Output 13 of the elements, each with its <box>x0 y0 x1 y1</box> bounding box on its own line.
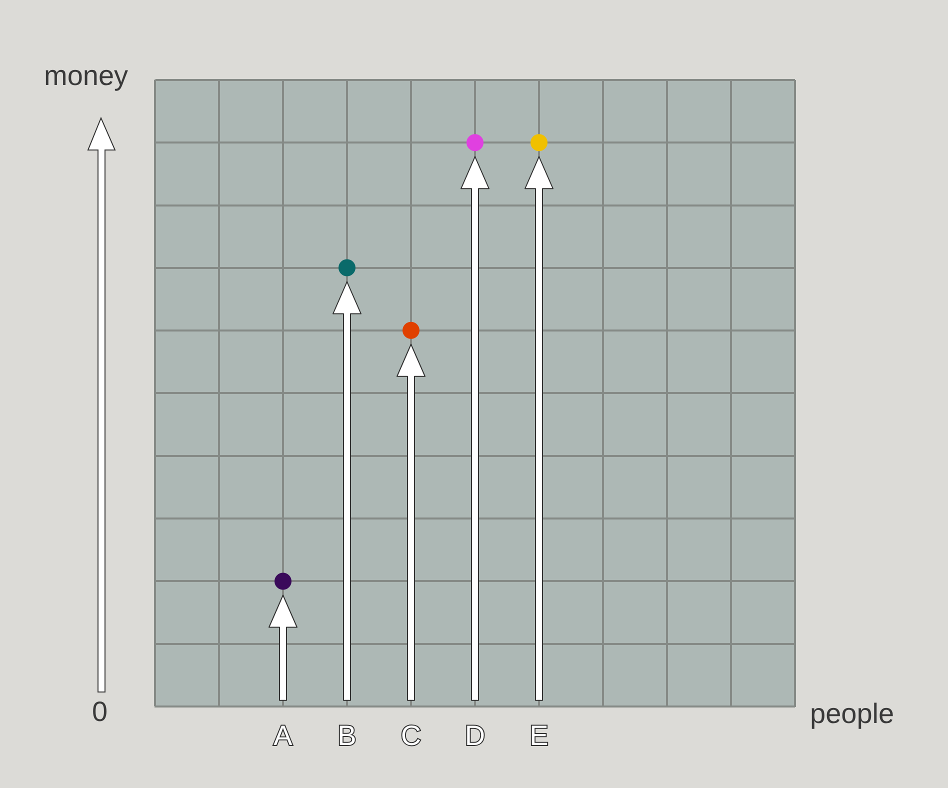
x-tick-label: B <box>338 720 356 751</box>
point <box>530 134 548 152</box>
x-tick-label: D <box>464 720 486 751</box>
y-axis-title: money <box>44 60 128 92</box>
point <box>402 322 420 339</box>
x-axis-title: people <box>810 698 894 730</box>
text: 0 <box>92 696 108 728</box>
x-tick-label: A <box>274 720 293 751</box>
x-tick-label: C <box>400 720 422 751</box>
x-tick-label: E <box>530 720 548 751</box>
point <box>466 134 484 152</box>
point <box>338 259 356 276</box>
point <box>274 572 292 590</box>
